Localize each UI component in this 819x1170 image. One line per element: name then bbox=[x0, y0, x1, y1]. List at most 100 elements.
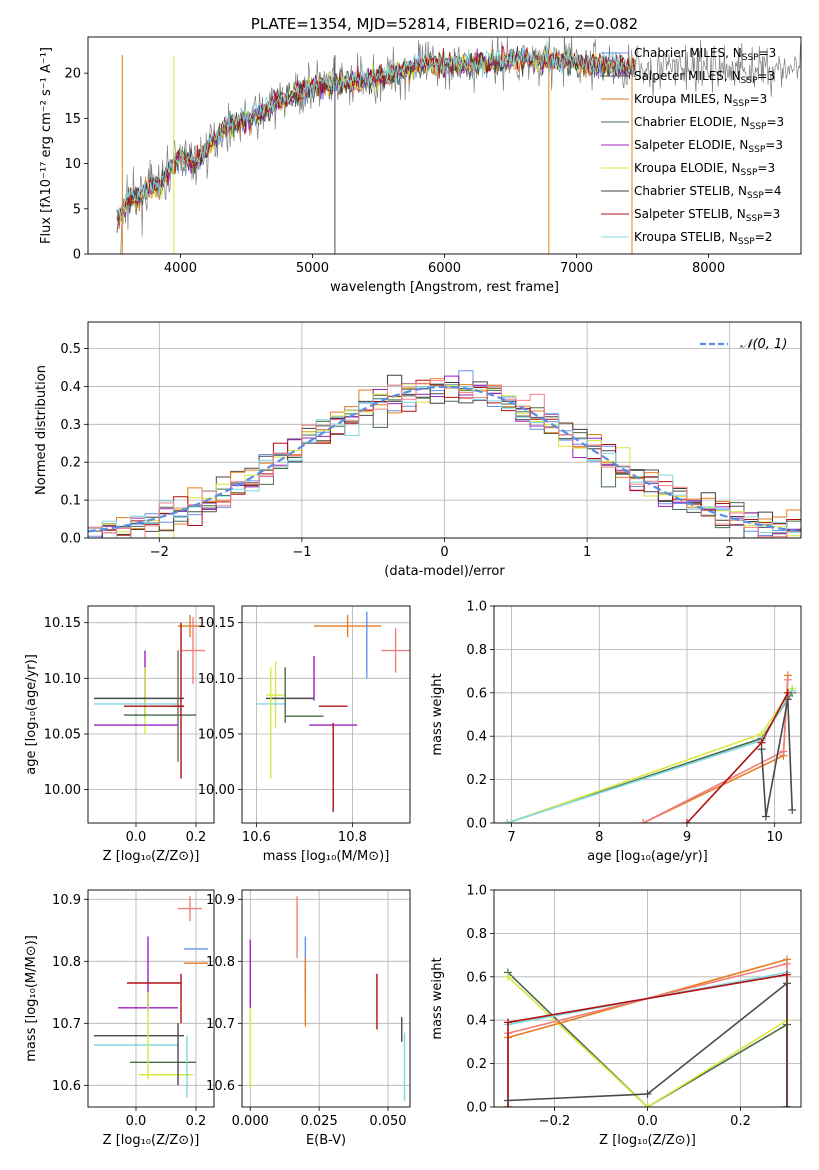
x-tick-label: 0.000 bbox=[232, 1114, 269, 1129]
y-axis-label: Flux [fλ10⁻¹⁷ erg cm⁻² s⁻¹ A⁻¹] bbox=[39, 47, 54, 244]
legend-entry-suffix: =2 bbox=[755, 230, 773, 244]
axes-spectrum: 4000 5000 6000 7000 8000 0 5 10 15 20 wavelength [… bbox=[39, 15, 802, 295]
axes-frame bbox=[87, 889, 215, 1108]
x-tick-label: 0.0 bbox=[126, 1114, 147, 1129]
mass-weight-marker bbox=[788, 805, 797, 814]
x-tick-label: 2 bbox=[726, 545, 734, 560]
legend-entry-subscript: SSP bbox=[747, 191, 764, 201]
x-tick-label: 10.8 bbox=[338, 830, 367, 845]
mass-weight-marker bbox=[783, 979, 792, 988]
gaussian-curve bbox=[88, 385, 801, 533]
axes-mass_vs_Z: 0.0 0.2 10.6 10.7 10.8 10.9 Z [log₁₀(Z/Z⊙)] mas… bbox=[24, 889, 215, 1148]
legend-entry-suffix: =3 bbox=[766, 115, 784, 129]
y-tick-label: 0.0 bbox=[60, 532, 81, 547]
y-tick-label: 10 bbox=[64, 157, 81, 172]
legend-entry-name: Chabrier STELIB, N bbox=[634, 184, 747, 198]
y-tick-label: 0.6 bbox=[466, 970, 487, 985]
x-axis-label: Z [log₁₀(Z/Z⊙)] bbox=[599, 1133, 696, 1148]
y-axis-label: mass weight bbox=[430, 957, 445, 1039]
x-axis-label: E(B-V) bbox=[306, 1133, 346, 1148]
axes-frame bbox=[493, 889, 802, 1108]
axes-age_vs_mass: 10.6 10.8 10.00 10.05 10.10 10.15 mass [log₁₀(… bbox=[198, 605, 411, 864]
axes-frame bbox=[493, 605, 802, 824]
y-axis-label: mass weight bbox=[430, 673, 445, 755]
x-tick-label: 10.6 bbox=[242, 830, 271, 845]
mass-weight-line bbox=[507, 981, 788, 1107]
mass-weight-line bbox=[642, 679, 789, 823]
y-tick-label: 0.2 bbox=[466, 1057, 487, 1072]
legend-entry-suffix: =4 bbox=[764, 184, 782, 198]
axes-residuals: −2 −1 0 1 2 0.0 0.1 0.2 0.3 0.4 0.5 (data-model)/er… bbox=[34, 321, 802, 579]
legend-entry: Salpeter MILES, NSSP=3 bbox=[634, 69, 775, 86]
y-tick-label: 10.05 bbox=[198, 727, 235, 742]
y-axis-label: mass [log₁₀(M/M⊙)] bbox=[24, 935, 39, 1062]
plot-area-mass_vs_ebv bbox=[249, 896, 406, 1101]
mass-weight-marker bbox=[783, 959, 792, 968]
legend-entry-subscript: SSP bbox=[733, 99, 750, 109]
x-tick-label: 10 bbox=[766, 830, 783, 845]
legend-entry-subscript: SSP bbox=[741, 76, 758, 86]
y-tick-label: 10.00 bbox=[44, 783, 81, 798]
y-tick-label: 10.15 bbox=[198, 616, 235, 631]
legend-entry: Kroupa ELODIE, NSSP=3 bbox=[634, 161, 775, 178]
y-tick-label: 0.2 bbox=[466, 773, 487, 788]
x-axis-label: mass [log₁₀(M/M⊙)] bbox=[263, 849, 390, 864]
y-tick-label: 0.1 bbox=[60, 494, 81, 509]
y-tick-label: 10.10 bbox=[198, 672, 235, 687]
axes-weight_vs_Z: −0.2 0.0 0.2 0.0 0.2 0.4 0.6 0.8 1.0 Z [log₁₀(Z/Z… bbox=[430, 884, 802, 1148]
axes-frame bbox=[87, 36, 802, 255]
plot-area-mass_vs_Z bbox=[94, 896, 208, 1098]
y-tick-label: 0.5 bbox=[60, 342, 81, 357]
y-tick-label: 1.0 bbox=[466, 600, 487, 615]
legend-entry-subscript: SSP bbox=[748, 145, 765, 155]
x-tick-label: 7 bbox=[507, 830, 515, 845]
y-tick-label: 20 bbox=[64, 67, 81, 82]
y-tick-label: 0.2 bbox=[60, 456, 81, 471]
legend-entry-name: Kroupa STELIB, N bbox=[634, 230, 738, 244]
x-tick-label: 0.050 bbox=[369, 1114, 406, 1129]
error-bar-point bbox=[178, 614, 202, 638]
mass-weight-line bbox=[760, 699, 793, 817]
y-tick-label: 10.9 bbox=[206, 893, 235, 908]
y-tick-label: 10.15 bbox=[44, 616, 81, 631]
legend-entry: Kroupa MILES, NSSP=3 bbox=[634, 92, 767, 109]
error-bar-point bbox=[266, 661, 286, 729]
legend-entry-name: Chabrier ELODIE, N bbox=[634, 115, 750, 129]
x-axis-label: (data-model)/error bbox=[384, 564, 505, 579]
legend-entry-name: Kroupa MILES, N bbox=[634, 92, 733, 106]
x-tick-label: 4000 bbox=[164, 261, 197, 276]
x-tick-label: 7000 bbox=[560, 261, 593, 276]
legend-entry-suffix: =3 bbox=[757, 161, 775, 175]
x-tick-label: 0 bbox=[440, 545, 448, 560]
y-tick-label: 10.9 bbox=[52, 893, 81, 908]
y-tick-label: 10.10 bbox=[44, 672, 81, 687]
chart-title: PLATE=1354, MJD=52814, FIBERID=0216, z=0… bbox=[251, 15, 638, 33]
mass-weight-marker bbox=[639, 819, 648, 823]
x-tick-label: −0.2 bbox=[539, 1114, 571, 1129]
mass-weight-marker bbox=[783, 675, 792, 684]
axes-frame bbox=[241, 605, 411, 824]
error-bar-point bbox=[381, 628, 410, 673]
x-tick-label: 0.2 bbox=[186, 830, 207, 845]
mass-weight-marker bbox=[757, 745, 766, 754]
y-tick-label: 10.00 bbox=[198, 783, 235, 798]
plot-area-age_vs_mass bbox=[256, 611, 410, 812]
legend-entry-suffix: =3 bbox=[765, 138, 783, 152]
legend-entry-subscript: SSP bbox=[742, 53, 759, 63]
observed-spectrum-line bbox=[114, 37, 801, 254]
mass-weight-marker bbox=[783, 695, 792, 704]
plot-area-weight_vs_age bbox=[503, 671, 797, 823]
legend-entry-name: Salpeter MILES, N bbox=[634, 69, 741, 83]
mass-weight-marker bbox=[503, 819, 512, 823]
legend-entry-suffix: =3 bbox=[750, 92, 768, 106]
error-bar-point bbox=[181, 617, 205, 684]
y-tick-label: 0.6 bbox=[466, 686, 487, 701]
legend-entry-subscript: SSP bbox=[750, 122, 767, 132]
axes-weight_vs_age: 7 8 9 10 0.0 0.2 0.4 0.6 0.8 1.0 age [log₁₀(age/yr… bbox=[430, 600, 802, 864]
x-tick-label: 0.2 bbox=[186, 1114, 207, 1129]
y-tick-label: 15 bbox=[64, 112, 81, 127]
legend-entry-suffix: =3 bbox=[763, 207, 781, 221]
mass-weight-marker bbox=[503, 972, 512, 981]
